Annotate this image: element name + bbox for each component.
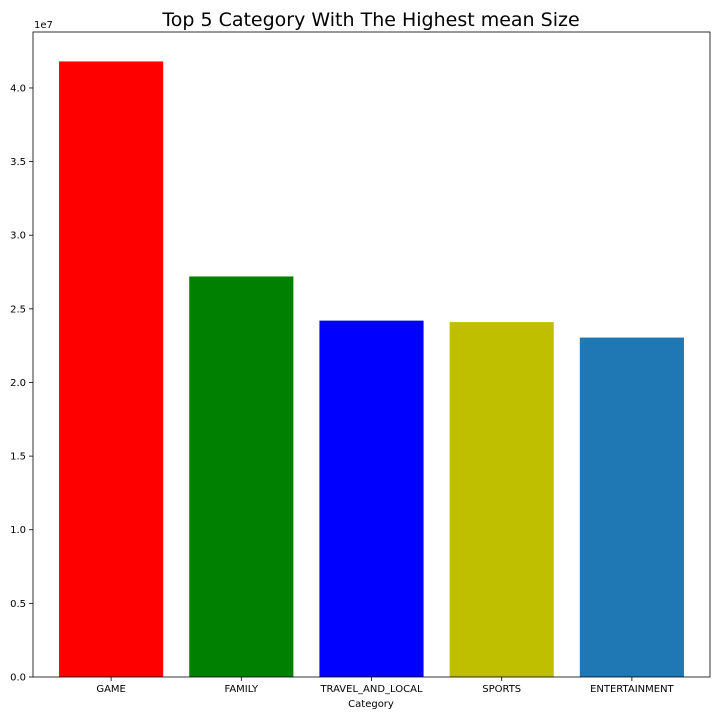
y-tick-label: 4.0 bbox=[10, 83, 26, 94]
bar-family bbox=[189, 276, 294, 677]
y-tick-label: 2.5 bbox=[10, 304, 26, 315]
bar-game bbox=[59, 61, 164, 677]
y-tick-label: 1.5 bbox=[10, 452, 26, 463]
x-tick-label: GAME bbox=[96, 684, 126, 695]
x-tick-label: SPORTS bbox=[482, 684, 521, 695]
x-axis-ticks: GAME FAMILY TRAVEL_AND_LOCAL SPORTS ENTERTAI… bbox=[96, 677, 675, 695]
y-tick-label: 3.5 bbox=[10, 157, 26, 168]
y-tick-label: 0.0 bbox=[10, 673, 26, 684]
x-axis-label: Category bbox=[348, 699, 394, 710]
bars-group bbox=[59, 61, 684, 677]
y-tick-label: 2.0 bbox=[10, 378, 26, 389]
bar-travel-and-local bbox=[319, 320, 424, 677]
plot-frame bbox=[32, 31, 711, 678]
x-tick-label: ENTERTAINMENT bbox=[590, 684, 674, 695]
y-axis-offset-label: 1e7 bbox=[34, 20, 53, 31]
x-tick-label: FAMILY bbox=[225, 684, 259, 695]
y-tick-label: 0.5 bbox=[10, 599, 26, 610]
x-tick-label: TRAVEL_AND_LOCAL bbox=[319, 684, 423, 695]
y-tick-label: 3.0 bbox=[10, 231, 26, 242]
chart-title: Top 5 Category With The Highest mean Siz… bbox=[161, 9, 579, 31]
y-axis-ticks: 0.0 0.5 1.0 1.5 2.0 2.5 3.0 3.5 4.0 bbox=[10, 83, 33, 684]
bar-sports bbox=[449, 322, 554, 677]
y-tick-label: 1.0 bbox=[10, 525, 26, 536]
bar-entertainment bbox=[579, 337, 684, 677]
